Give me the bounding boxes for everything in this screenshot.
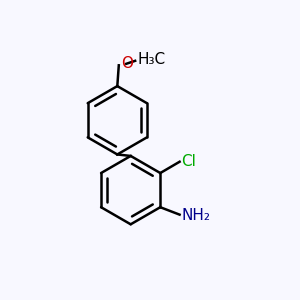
Text: H₃C: H₃C (137, 52, 166, 68)
Text: NH₂: NH₂ (181, 208, 210, 223)
Text: Cl: Cl (181, 154, 196, 169)
Text: O: O (121, 56, 133, 71)
